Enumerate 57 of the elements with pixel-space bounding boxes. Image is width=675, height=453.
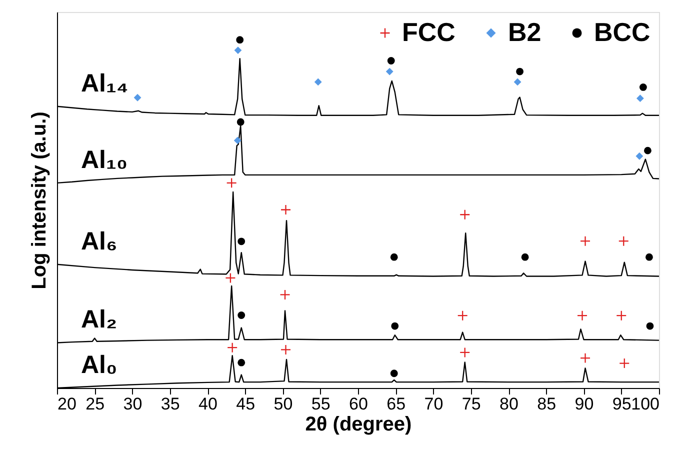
point: [236, 36, 244, 44]
series-label: Al₁₄: [81, 69, 128, 98]
x-axis-title: 2θ (degree): [305, 414, 412, 436]
point: [238, 312, 246, 319]
point: [644, 146, 652, 154]
x-tick-label: 85: [537, 394, 556, 414]
point: [280, 290, 290, 300]
series-label: Al₁₀: [81, 146, 128, 174]
x-tick-label: 95: [612, 394, 632, 414]
point: [390, 370, 398, 378]
point: [386, 68, 394, 76]
x-tick-label: 80: [500, 394, 518, 414]
x-tick-label: 90: [574, 394, 594, 414]
point: [391, 322, 399, 330]
x-tick-label: 30: [123, 394, 142, 414]
x-tick-label: 70: [424, 394, 444, 414]
point: [314, 78, 322, 86]
point: [234, 46, 242, 54]
point: [521, 253, 529, 261]
point: [636, 94, 644, 102]
x-tick-label: 45: [236, 394, 256, 414]
x-tick-label: 55: [311, 394, 330, 414]
point: [238, 358, 246, 366]
series-label: Al₆: [81, 227, 118, 256]
x-tick-label: 50: [274, 394, 293, 414]
point: [646, 322, 654, 330]
series-label: Al₀: [81, 351, 118, 379]
point: [281, 344, 291, 354]
x-tick-label: 35: [160, 394, 180, 414]
point: [390, 253, 398, 261]
x-tick-label: 75: [462, 394, 481, 414]
point: [646, 253, 653, 261]
point: [516, 68, 524, 76]
point: [639, 84, 647, 91]
legend-label: BCC: [594, 17, 651, 47]
x-tick-label: 65: [386, 394, 406, 414]
x-tick-label: 20: [58, 394, 76, 414]
x-tick-label: 100: [631, 394, 660, 414]
point: [578, 310, 587, 320]
x-tick-label: 60: [349, 394, 368, 414]
point: [234, 136, 242, 144]
point: [514, 78, 522, 86]
y-axis-title: Log intensity (a.u.): [28, 112, 50, 290]
series-label: Al₂: [81, 306, 118, 334]
point: [387, 57, 395, 64]
point: [580, 236, 590, 246]
point: [236, 118, 244, 126]
x-tick-label: 25: [86, 394, 105, 414]
point: [620, 358, 630, 368]
point: [636, 152, 644, 160]
x-tick-label: 40: [198, 394, 218, 414]
point: [580, 353, 590, 363]
point: [281, 205, 291, 214]
legend-label: FCC: [402, 17, 456, 47]
legend-label: B2: [508, 17, 542, 47]
point: [238, 238, 246, 246]
point: [134, 94, 142, 102]
